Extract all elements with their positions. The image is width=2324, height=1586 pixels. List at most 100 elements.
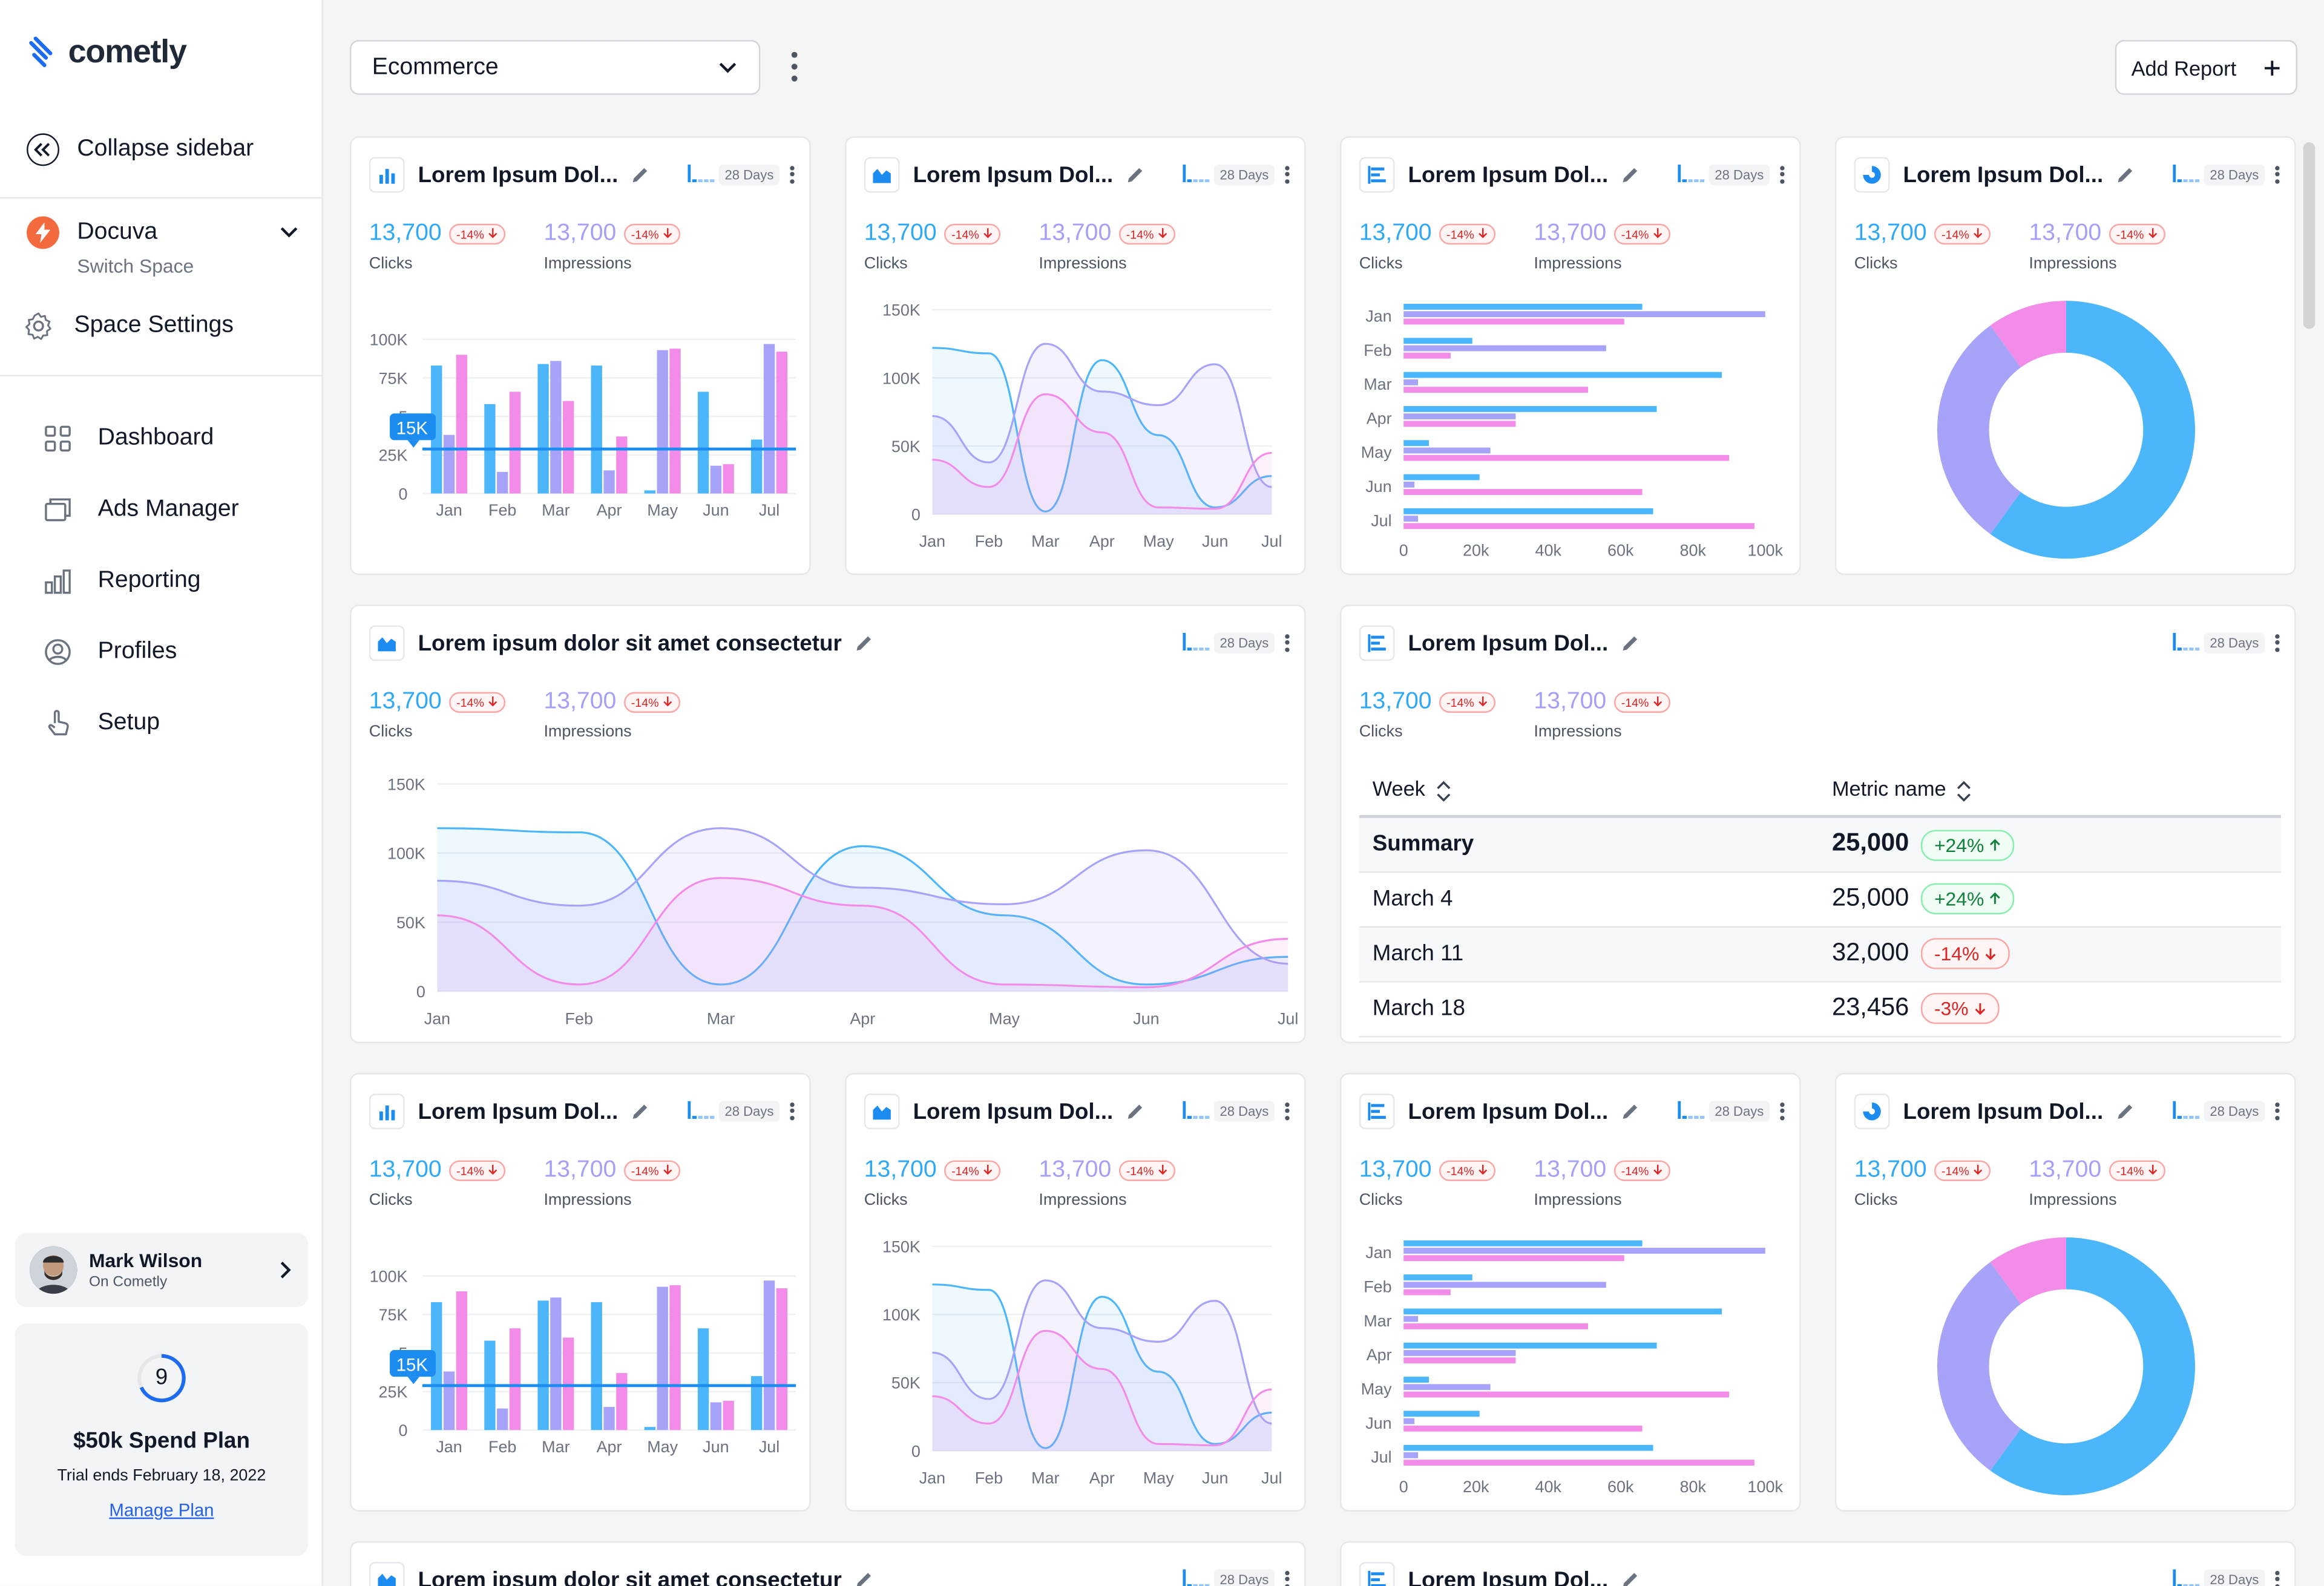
edit-pencil-icon[interactable] xyxy=(1125,1101,1146,1122)
card-header: Lorem Ipsum Dol... 28 Days xyxy=(1359,1093,1785,1130)
card-menu-button[interactable] xyxy=(1779,1101,1785,1122)
edit-pencil-icon[interactable] xyxy=(630,165,651,185)
nav-item-setup[interactable]: Setup xyxy=(42,687,239,759)
date-range-selector[interactable]: 28 Days xyxy=(2173,1101,2265,1122)
axis-tick-label: 100k xyxy=(1748,1478,1784,1496)
card-metrics: 13,700 -14% Clicks 13,700 -14% Impressio… xyxy=(864,221,1175,273)
bar xyxy=(1403,1377,1430,1383)
card-metrics: 13,700 -14% Clicks 13,700 -14% Impressio… xyxy=(369,689,680,741)
bar xyxy=(1403,311,1765,318)
metric-value: 25,000 xyxy=(1831,828,1909,857)
nav-item-ads-manager[interactable]: Ads Manager xyxy=(42,474,239,546)
report-card[interactable]: Lorem ipsum dolor sit amet consectetur 2… xyxy=(349,1541,1306,1586)
card-menu-button[interactable] xyxy=(2274,1569,2280,1586)
report-card[interactable]: Lorem Ipsum Dol... 28 Days 13,700 -14% C… xyxy=(1339,136,1801,575)
edit-pencil-icon[interactable] xyxy=(2115,165,2136,185)
change-badge: -14% xyxy=(1613,223,1670,245)
report-card[interactable]: Lorem Ipsum Dol... 28 Days 13,700 -14% C… xyxy=(1834,136,2296,575)
table-row: March 11 32,000 -14% xyxy=(1359,926,2282,982)
card-menu-button[interactable] xyxy=(1284,165,1290,185)
edit-pencil-icon[interactable] xyxy=(1620,165,1641,185)
axis-tick-label: May xyxy=(1361,1380,1392,1398)
card-title: Lorem Ipsum Dol... xyxy=(418,1098,619,1124)
card-menu-button[interactable] xyxy=(2274,1101,2280,1122)
card-menu-button[interactable] xyxy=(1779,165,1785,185)
sort-icon[interactable] xyxy=(1434,780,1452,802)
column-header-week[interactable]: Week xyxy=(1359,763,1819,818)
axis-tick-label: 100K xyxy=(370,331,408,349)
date-range-selector[interactable]: 28 Days xyxy=(1183,632,1275,654)
bar-chart-icon xyxy=(369,157,405,193)
nav-item-profiles[interactable]: Profiles xyxy=(42,617,239,688)
date-range-selector[interactable]: 28 Days xyxy=(2173,164,2265,186)
user-card[interactable]: Mark Wilson On Cometly xyxy=(15,1233,309,1308)
date-range-selector[interactable]: 28 Days xyxy=(2173,1569,2265,1586)
dashboard-select[interactable]: Ecommerce xyxy=(349,40,761,95)
axis-tick-label: Jul xyxy=(1371,511,1391,529)
sort-icon[interactable] xyxy=(1955,780,1972,802)
axis-tick-label: Feb xyxy=(975,532,1003,551)
bar xyxy=(550,1297,562,1430)
axis-tick-label: 50K xyxy=(891,1374,921,1392)
report-card[interactable]: Lorem Ipsum Dol... 28 Days 13,700 -14% C… xyxy=(349,136,811,575)
column-header-metric[interactable]: Metric name xyxy=(1818,763,2282,818)
space-switcher[interactable]: Docuva Switch Space xyxy=(27,216,303,277)
metric-value: 13,700 xyxy=(1534,220,1607,246)
dashboard-menu-button[interactable] xyxy=(787,49,801,85)
edit-pencil-icon[interactable] xyxy=(2115,1101,2136,1122)
edit-pencil-icon[interactable] xyxy=(1620,633,1641,654)
card-menu-button[interactable] xyxy=(1284,633,1290,654)
scrollbar[interactable] xyxy=(2303,142,2316,329)
date-range-selector[interactable]: 28 Days xyxy=(1183,1569,1275,1586)
axis-tick-label: May xyxy=(1361,444,1392,462)
metric-cell: 25,000 +24% xyxy=(1818,816,2282,873)
edit-pencil-icon[interactable] xyxy=(630,1101,651,1122)
date-range-selector[interactable]: 28 Days xyxy=(2173,632,2265,654)
collapse-sidebar-button[interactable]: Collapse sidebar xyxy=(27,133,254,166)
window-stack-icon xyxy=(42,494,74,526)
nav-item-reporting[interactable]: Reporting xyxy=(42,545,239,617)
chevron-down-icon[interactable] xyxy=(278,225,299,240)
card-menu-button[interactable] xyxy=(1284,1101,1290,1122)
card-menu-button[interactable] xyxy=(789,1101,795,1122)
axis-tick-label: Jan xyxy=(436,501,462,519)
edit-pencil-icon[interactable] xyxy=(853,633,874,654)
edit-pencil-icon[interactable] xyxy=(1620,1101,1641,1122)
report-card[interactable]: Lorem Ipsum Dol... 28 Days xyxy=(1339,1541,2296,1586)
card-metrics: 13,700 -14% Clicks 13,700 -14% Impressio… xyxy=(369,221,680,273)
mini-chart-icon xyxy=(1183,1101,1210,1122)
date-range-selector[interactable]: 28 Days xyxy=(1183,1101,1275,1122)
report-card[interactable]: Lorem Ipsum Dol... 28 Days 13,700 -14% C… xyxy=(349,1073,811,1512)
edit-pencil-icon[interactable] xyxy=(853,1569,874,1586)
metric-value: 13,700 xyxy=(2029,220,2102,246)
date-range-selector[interactable]: 28 Days xyxy=(688,1101,780,1122)
space-settings-link[interactable]: Space Settings xyxy=(24,311,234,341)
nav-item-dashboard[interactable]: Dashboard xyxy=(42,403,239,474)
edit-pencil-icon[interactable] xyxy=(1620,1569,1641,1586)
date-range-selector[interactable]: 28 Days xyxy=(688,164,780,186)
bar xyxy=(616,1373,628,1430)
bar xyxy=(1403,474,1480,480)
add-report-label: Add Report xyxy=(2131,55,2237,80)
plan-card: 9 $50k Spend Plan Trial ends February 18… xyxy=(15,1323,309,1556)
hbar-chart-icon xyxy=(1359,1093,1395,1130)
date-range-selector[interactable]: 28 Days xyxy=(1678,164,1770,186)
change-badge: -14% xyxy=(1439,1160,1495,1181)
card-menu-button[interactable] xyxy=(2274,165,2280,185)
card-menu-button[interactable] xyxy=(789,165,795,185)
add-report-button[interactable]: Add Report xyxy=(2115,40,2297,95)
report-card[interactable]: Lorem Ipsum Dol... 28 Days 13,700 -14% C… xyxy=(1339,605,2296,1044)
mini-chart-icon xyxy=(1678,164,1705,185)
card-menu-button[interactable] xyxy=(1284,1569,1290,1586)
edit-pencil-icon[interactable] xyxy=(1125,165,1146,185)
report-card[interactable]: Lorem Ipsum Dol... 28 Days 13,700 -14% C… xyxy=(1339,1073,1801,1512)
manage-plan-link[interactable]: Manage Plan xyxy=(109,1499,214,1521)
report-card[interactable]: Lorem Ipsum Dol... 28 Days 13,700 -14% C… xyxy=(844,1073,1306,1512)
report-card[interactable]: Lorem ipsum dolor sit amet consectetur 2… xyxy=(349,605,1306,1044)
report-card[interactable]: Lorem Ipsum Dol... 28 Days 13,700 -14% C… xyxy=(1834,1073,2296,1512)
date-range-selector[interactable]: 28 Days xyxy=(1183,164,1275,186)
card-menu-button[interactable] xyxy=(2274,633,2280,654)
report-card[interactable]: Lorem Ipsum Dol... 28 Days 13,700 -14% C… xyxy=(844,136,1306,575)
date-range-selector[interactable]: 28 Days xyxy=(1678,1101,1770,1122)
brand-logo[interactable]: cometly xyxy=(27,33,187,71)
